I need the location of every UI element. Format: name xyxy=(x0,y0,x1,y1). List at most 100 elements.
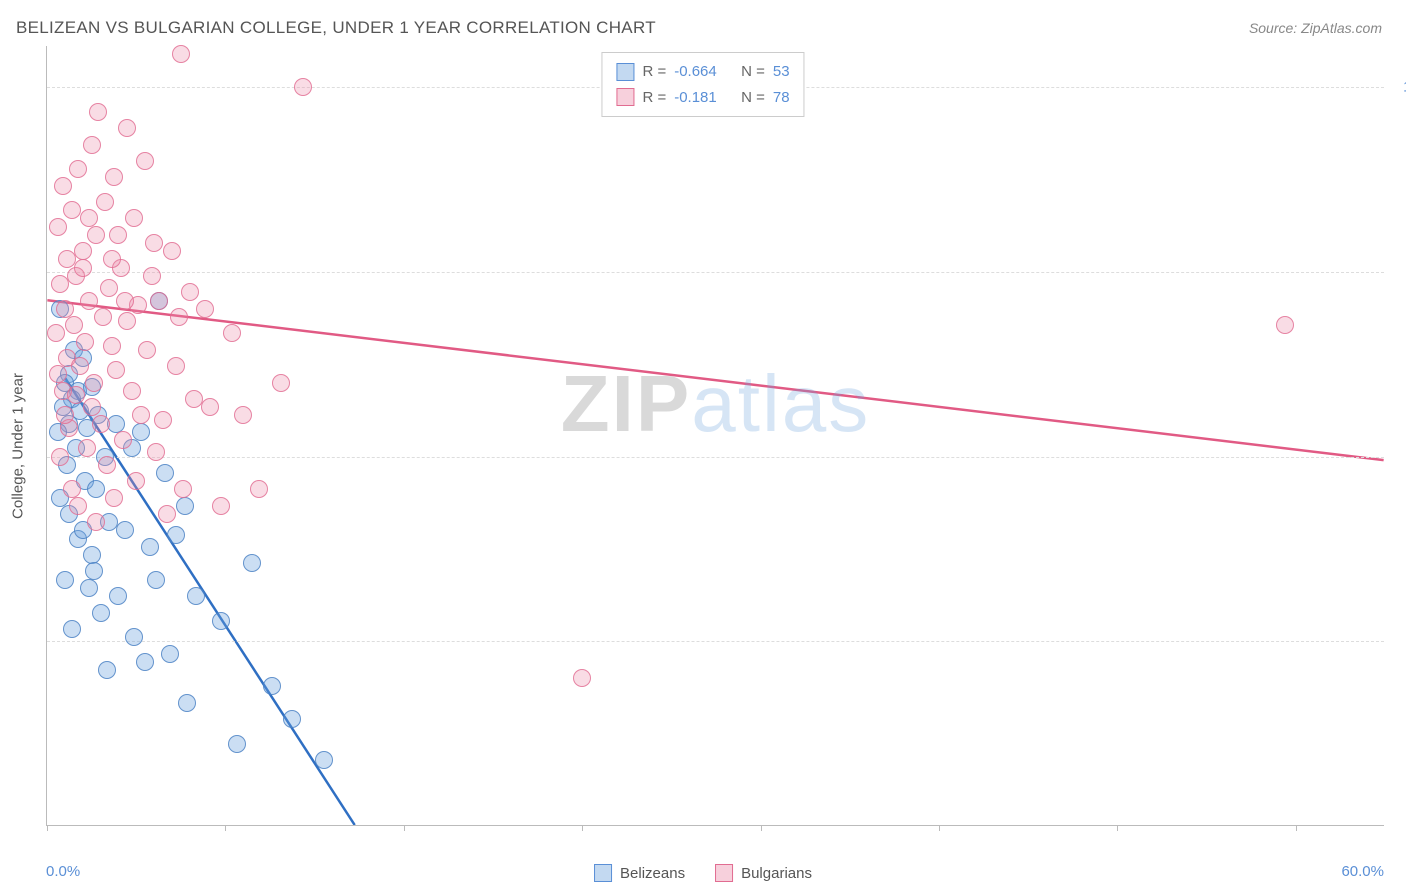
data-point-bulgarians xyxy=(145,234,163,252)
data-point-bulgarians xyxy=(201,398,219,416)
data-point-belizeans xyxy=(116,521,134,539)
data-point-bulgarians xyxy=(154,411,172,429)
data-point-bulgarians xyxy=(150,292,168,310)
x-tick xyxy=(582,825,583,831)
data-point-bulgarians xyxy=(167,357,185,375)
data-point-bulgarians xyxy=(136,152,154,170)
x-axis-min-label: 0.0% xyxy=(46,863,80,880)
trendlines-svg xyxy=(47,46,1384,825)
data-point-bulgarians xyxy=(87,513,105,531)
data-point-bulgarians xyxy=(212,497,230,515)
x-tick xyxy=(225,825,226,831)
data-point-belizeans xyxy=(63,620,81,638)
data-point-belizeans xyxy=(176,497,194,515)
data-point-belizeans xyxy=(136,653,154,671)
data-point-bulgarians xyxy=(76,333,94,351)
data-point-bulgarians xyxy=(80,209,98,227)
data-point-bulgarians xyxy=(118,119,136,137)
r-label: R = xyxy=(642,85,666,111)
data-point-belizeans xyxy=(87,480,105,498)
x-tick xyxy=(761,825,762,831)
data-point-bulgarians xyxy=(118,312,136,330)
data-point-bulgarians xyxy=(123,382,141,400)
data-point-bulgarians xyxy=(85,374,103,392)
data-point-belizeans xyxy=(178,694,196,712)
y-axis-label: College, Under 1 year xyxy=(10,373,27,519)
data-point-bulgarians xyxy=(272,374,290,392)
x-tick xyxy=(939,825,940,831)
legend-stats: R = -0.664 N = 53 R = -0.181 N = 78 xyxy=(601,52,804,117)
data-point-bulgarians xyxy=(83,398,101,416)
legend-swatch-pink xyxy=(616,88,634,106)
legend-series: Belizeans Bulgarians xyxy=(594,864,812,882)
r-value-bulgarians: -0.181 xyxy=(674,85,717,111)
data-point-belizeans xyxy=(85,562,103,580)
data-point-bulgarians xyxy=(51,275,69,293)
data-point-bulgarians xyxy=(47,324,65,342)
legend-swatch-pink xyxy=(715,864,733,882)
n-value-belizeans: 53 xyxy=(773,59,790,85)
gridline xyxy=(47,457,1384,458)
data-point-belizeans xyxy=(212,612,230,630)
data-point-bulgarians xyxy=(80,292,98,310)
legend-stats-row-bulgarians: R = -0.181 N = 78 xyxy=(616,85,789,111)
data-point-belizeans xyxy=(98,661,116,679)
y-tick-label: 32.5% xyxy=(1394,633,1406,650)
data-point-bulgarians xyxy=(96,193,114,211)
watermark-zip: ZIP xyxy=(561,359,691,448)
r-label: R = xyxy=(642,59,666,85)
y-tick-label: 100.0% xyxy=(1394,79,1406,96)
data-point-bulgarians xyxy=(294,78,312,96)
legend-item-bulgarians: Bulgarians xyxy=(715,864,812,882)
data-point-bulgarians xyxy=(181,283,199,301)
data-point-bulgarians xyxy=(67,386,85,404)
data-point-bulgarians xyxy=(49,365,67,383)
plot-area: ZIPatlas 32.5%55.0%77.5%100.0% xyxy=(46,46,1384,826)
legend-swatch-blue xyxy=(594,864,612,882)
legend-swatch-blue xyxy=(616,63,634,81)
data-point-bulgarians xyxy=(109,226,127,244)
data-point-bulgarians xyxy=(116,292,134,310)
gridline xyxy=(47,641,1384,642)
data-point-bulgarians xyxy=(196,300,214,318)
data-point-bulgarians xyxy=(107,361,125,379)
data-point-bulgarians xyxy=(87,226,105,244)
data-point-bulgarians xyxy=(100,279,118,297)
data-point-bulgarians xyxy=(89,103,107,121)
data-point-belizeans xyxy=(125,628,143,646)
data-point-bulgarians xyxy=(54,177,72,195)
data-point-bulgarians xyxy=(49,218,67,236)
data-point-bulgarians xyxy=(573,669,591,687)
n-label: N = xyxy=(741,85,765,111)
watermark: ZIPatlas xyxy=(561,358,870,450)
legend-item-belizeans: Belizeans xyxy=(594,864,685,882)
data-point-bulgarians xyxy=(94,308,112,326)
data-point-bulgarians xyxy=(105,489,123,507)
source-label: Source: ZipAtlas.com xyxy=(1249,20,1382,36)
data-point-bulgarians xyxy=(74,259,92,277)
y-tick-label: 77.5% xyxy=(1394,263,1406,280)
r-value-belizeans: -0.664 xyxy=(674,59,717,85)
data-point-belizeans xyxy=(83,546,101,564)
data-point-bulgarians xyxy=(163,242,181,260)
data-point-belizeans xyxy=(263,677,281,695)
data-point-bulgarians xyxy=(103,337,121,355)
legend-stats-row-belizeans: R = -0.664 N = 53 xyxy=(616,59,789,85)
data-point-belizeans xyxy=(315,751,333,769)
data-point-bulgarians xyxy=(98,456,116,474)
data-point-bulgarians xyxy=(105,168,123,186)
data-point-bulgarians xyxy=(172,45,190,63)
n-label: N = xyxy=(741,59,765,85)
data-point-belizeans xyxy=(107,415,125,433)
data-point-bulgarians xyxy=(63,201,81,219)
data-point-bulgarians xyxy=(127,472,145,490)
data-point-belizeans xyxy=(132,423,150,441)
data-point-bulgarians xyxy=(174,480,192,498)
data-point-bulgarians xyxy=(56,300,74,318)
data-point-belizeans xyxy=(109,587,127,605)
data-point-belizeans xyxy=(92,604,110,622)
data-point-bulgarians xyxy=(65,316,83,334)
chart-title: BELIZEAN VS BULGARIAN COLLEGE, UNDER 1 Y… xyxy=(16,18,656,38)
data-point-belizeans xyxy=(161,645,179,663)
data-point-belizeans xyxy=(228,735,246,753)
